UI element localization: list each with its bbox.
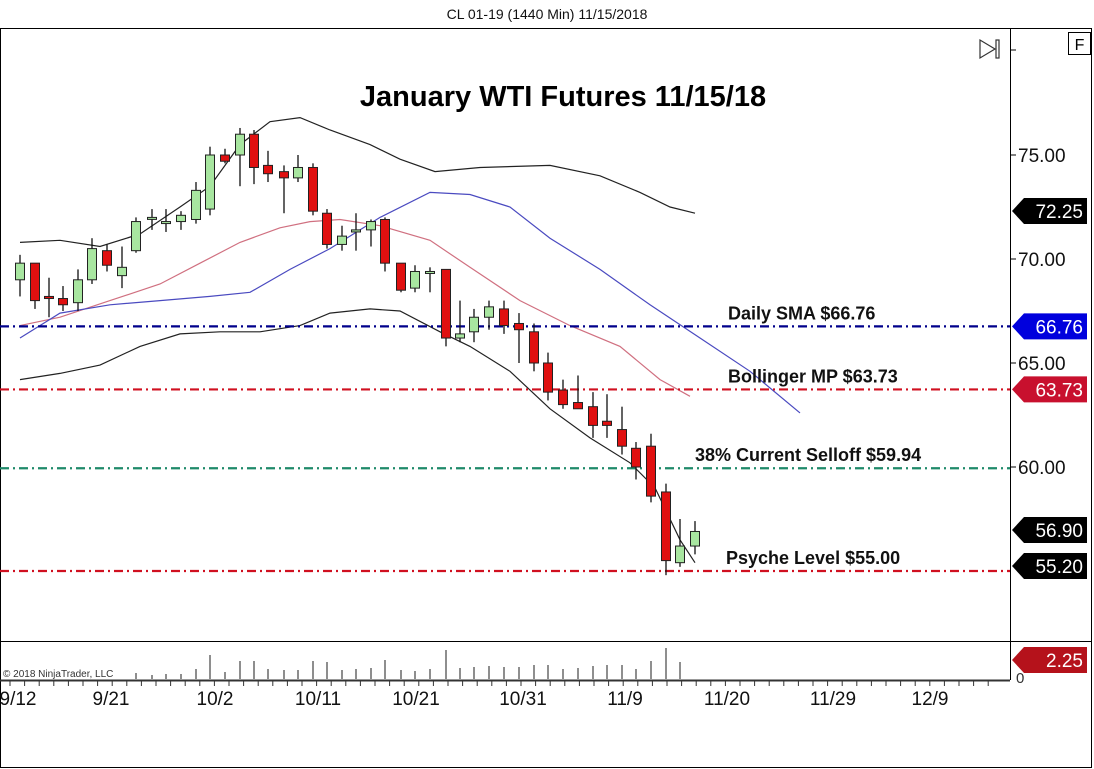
price-tick-label: 75.00 — [1018, 146, 1066, 167]
price-marker-tag: 66.76 — [1012, 313, 1087, 340]
svg-text:63.73: 63.73 — [1035, 380, 1083, 401]
candle — [573, 375, 583, 410]
ema-line — [19, 191, 801, 414]
date-tick-label: 10/21 — [392, 689, 440, 710]
lower-band-line — [19, 308, 696, 564]
candle — [543, 352, 553, 401]
price-marker-tag: 2.25 — [1012, 647, 1087, 673]
candle — [176, 211, 186, 230]
price-tick-label: 70.00 — [1018, 250, 1066, 271]
candle — [366, 219, 376, 247]
candlesticks — [15, 127, 700, 576]
svg-text:66.76: 66.76 — [1035, 317, 1083, 338]
candle — [396, 262, 406, 293]
candle — [161, 209, 171, 232]
candle — [469, 308, 479, 343]
middle-band-line — [19, 218, 691, 397]
candle — [220, 148, 230, 164]
candle — [675, 519, 685, 567]
price-marker-tag: 56.90 — [1012, 517, 1087, 543]
volume-bars — [135, 648, 681, 679]
svg-text:2.25: 2.25 — [1046, 651, 1083, 672]
candle — [661, 483, 671, 576]
candle — [102, 244, 112, 272]
level-label: 38% Current Selloff $59.94 — [695, 445, 921, 465]
candle — [484, 300, 494, 330]
candle — [631, 442, 641, 480]
price-axis: 75.00 70.00 65.00 60.00 — [1010, 49, 1066, 479]
scroll-to-end-icon[interactable] — [979, 38, 1000, 60]
date-tick-label: 11/9 — [607, 689, 643, 710]
candle — [646, 433, 656, 503]
candle — [44, 277, 54, 318]
candle — [558, 379, 568, 409]
candle — [191, 182, 201, 224]
volume-zero-label: 0 — [1016, 670, 1024, 687]
chart-title: January WTI Futures 11/15/18 — [360, 81, 766, 113]
chart-header-title: CL 01-19 (1440 Min) 11/15/2018 — [446, 6, 648, 22]
price-tick-label: 65.00 — [1018, 354, 1066, 375]
candle — [441, 268, 451, 347]
candle — [617, 406, 627, 455]
price-marker-tag: 55.20 — [1012, 553, 1087, 579]
svg-text:56.90: 56.90 — [1035, 521, 1083, 542]
candle — [235, 127, 245, 187]
candle — [249, 130, 259, 185]
level-label: Psyche Level $55.00 — [726, 548, 900, 568]
candle — [351, 213, 361, 251]
date-tick-label: 10/11 — [295, 689, 341, 710]
candle — [73, 269, 83, 311]
level-label: Bollinger MP $63.73 — [728, 366, 898, 386]
candle — [514, 313, 524, 363]
f-button[interactable]: F — [1068, 32, 1091, 55]
svg-text:F: F — [1075, 37, 1085, 54]
candle — [588, 392, 598, 438]
candle — [410, 265, 420, 293]
date-tick-label: 10/31 — [499, 689, 547, 710]
candle — [322, 209, 332, 249]
price-marker-tag: 63.73 — [1012, 376, 1087, 403]
candle — [337, 225, 347, 251]
candle — [529, 323, 539, 372]
date-tick-label: 9/21 — [93, 689, 130, 710]
candle — [30, 262, 40, 309]
candle — [147, 209, 157, 230]
candle — [690, 521, 700, 555]
date-tick-label: 12/9 — [912, 689, 949, 710]
candle — [117, 246, 127, 289]
price-marker-tag: 72.25 — [1012, 198, 1087, 224]
date-tick-label: 9/12 — [0, 689, 36, 710]
horizontal-levels: Daily SMA $66.76 Bollinger MP $63.73 38% C… — [0, 303, 1010, 573]
candle — [308, 163, 318, 216]
candle — [293, 155, 303, 183]
candle — [131, 217, 141, 253]
candle — [455, 300, 465, 343]
price-tick-label: 60.00 — [1018, 458, 1066, 479]
price-markers: 72.25 66.76 63.73 56.90 55.20 2.25 0 — [1012, 198, 1087, 687]
candle — [58, 286, 68, 311]
candle — [205, 146, 215, 216]
candle — [279, 165, 289, 214]
candle — [380, 217, 390, 272]
svg-text:72.25: 72.25 — [1035, 202, 1083, 223]
chart-frame — [0, 28, 1092, 768]
time-axis: 9/12 9/21 10/2 10/11 10/21 10/31 11/9 11/20 11/2… — [0, 681, 989, 710]
candle — [425, 267, 435, 293]
candle — [499, 300, 509, 334]
date-tick-label: 11/29 — [810, 689, 856, 710]
candle — [87, 238, 97, 284]
candle — [602, 394, 612, 438]
copyright-text: © 2018 NinjaTrader, LLC — [3, 669, 113, 680]
candle — [263, 150, 273, 183]
date-tick-label: 10/2 — [197, 689, 234, 710]
level-label: Daily SMA $66.76 — [728, 303, 875, 323]
upper-band-line — [19, 116, 696, 248]
date-tick-label: 11/20 — [704, 689, 750, 710]
candle — [15, 254, 25, 297]
bollinger-bands — [19, 116, 801, 564]
svg-text:55.20: 55.20 — [1035, 557, 1083, 578]
